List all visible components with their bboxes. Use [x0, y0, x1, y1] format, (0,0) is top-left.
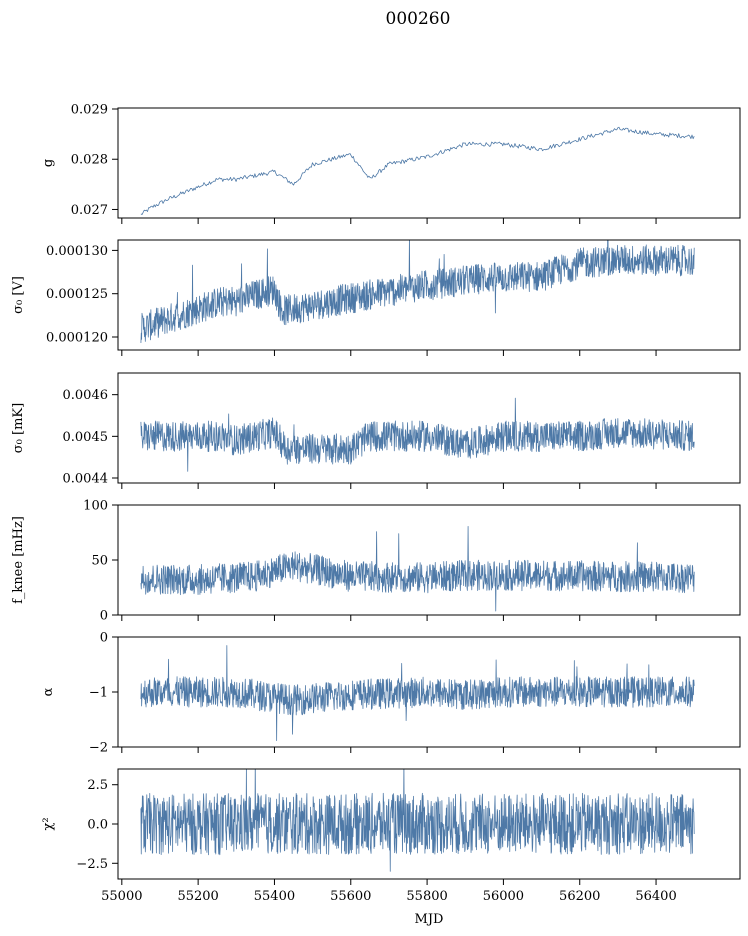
y-tick-label: 0.0046 [63, 388, 109, 403]
y-axis-label: f_knee [mHz] [11, 516, 26, 604]
y-axis-label: α [41, 687, 56, 696]
y-tick-label: 50 [91, 554, 108, 569]
x-tick-label: 55400 [254, 889, 295, 904]
panel-2: 0.000120 0.000125 0.000130 σ₀ [V] [11, 239, 741, 356]
y-axis-label: σ₀ [mK] [11, 403, 26, 453]
panel-5: −2 −1 0 α [41, 631, 741, 756]
y-tick-label: 0.0 [87, 818, 108, 833]
x-tick-label: 56200 [559, 889, 600, 904]
y-tick-label: 0.0045 [63, 430, 109, 445]
x-tick-label: 55000 [101, 889, 142, 904]
y-tick-label: 0 [100, 609, 108, 624]
x-tick-label: 55600 [330, 889, 371, 904]
x-tick-label: 56000 [483, 889, 524, 904]
plot-frame [117, 372, 741, 484]
panel-6: −2.5 0.0 2.5 55000 55200 55400 55600 55800 56000… [41, 768, 741, 904]
y-tick-label: 0.000125 [46, 287, 108, 302]
series-line [140, 126, 695, 216]
y-tick-label: −2.5 [76, 857, 108, 872]
series-line [140, 769, 695, 872]
x-tick-label: 55800 [406, 889, 447, 904]
y-axis-label: χ² [41, 817, 56, 830]
y-tick-label: 0.000130 [46, 244, 108, 259]
panel-1: 0.027 0.028 0.029 g [41, 103, 741, 224]
y-tick-label: 0.000120 [46, 331, 108, 346]
plot-frame [117, 239, 741, 351]
x-axis-label: MJD [415, 912, 444, 927]
y-tick-label: 2.5 [87, 778, 108, 793]
panel-3: 0.0044 0.0045 0.0046 σ₀ [mK] [11, 372, 741, 489]
plot-frame [117, 504, 741, 616]
series-line [140, 240, 695, 343]
panel-4: 0 50 100 f_knee [mHz] [11, 499, 741, 624]
y-tick-label: 0.027 [71, 203, 108, 218]
x-tick-label: 56400 [635, 889, 676, 904]
series-line [140, 526, 695, 612]
x-tick-label: 55200 [177, 889, 218, 904]
y-tick-label: 100 [83, 499, 108, 514]
y-tick-label: −2 [89, 741, 108, 756]
plot-frame [117, 107, 741, 219]
y-axis-label: σ₀ [V] [11, 276, 26, 314]
y-tick-label: 0.029 [71, 103, 108, 118]
series-line [140, 645, 695, 742]
y-axis-label: g [41, 159, 56, 167]
y-tick-label: 0.0044 [63, 472, 109, 487]
series-line [140, 397, 695, 472]
y-tick-label: 0 [100, 631, 108, 646]
y-tick-label: 0.028 [71, 153, 108, 168]
y-tick-label: −1 [89, 686, 108, 701]
figure-title: 000260 [386, 9, 451, 29]
